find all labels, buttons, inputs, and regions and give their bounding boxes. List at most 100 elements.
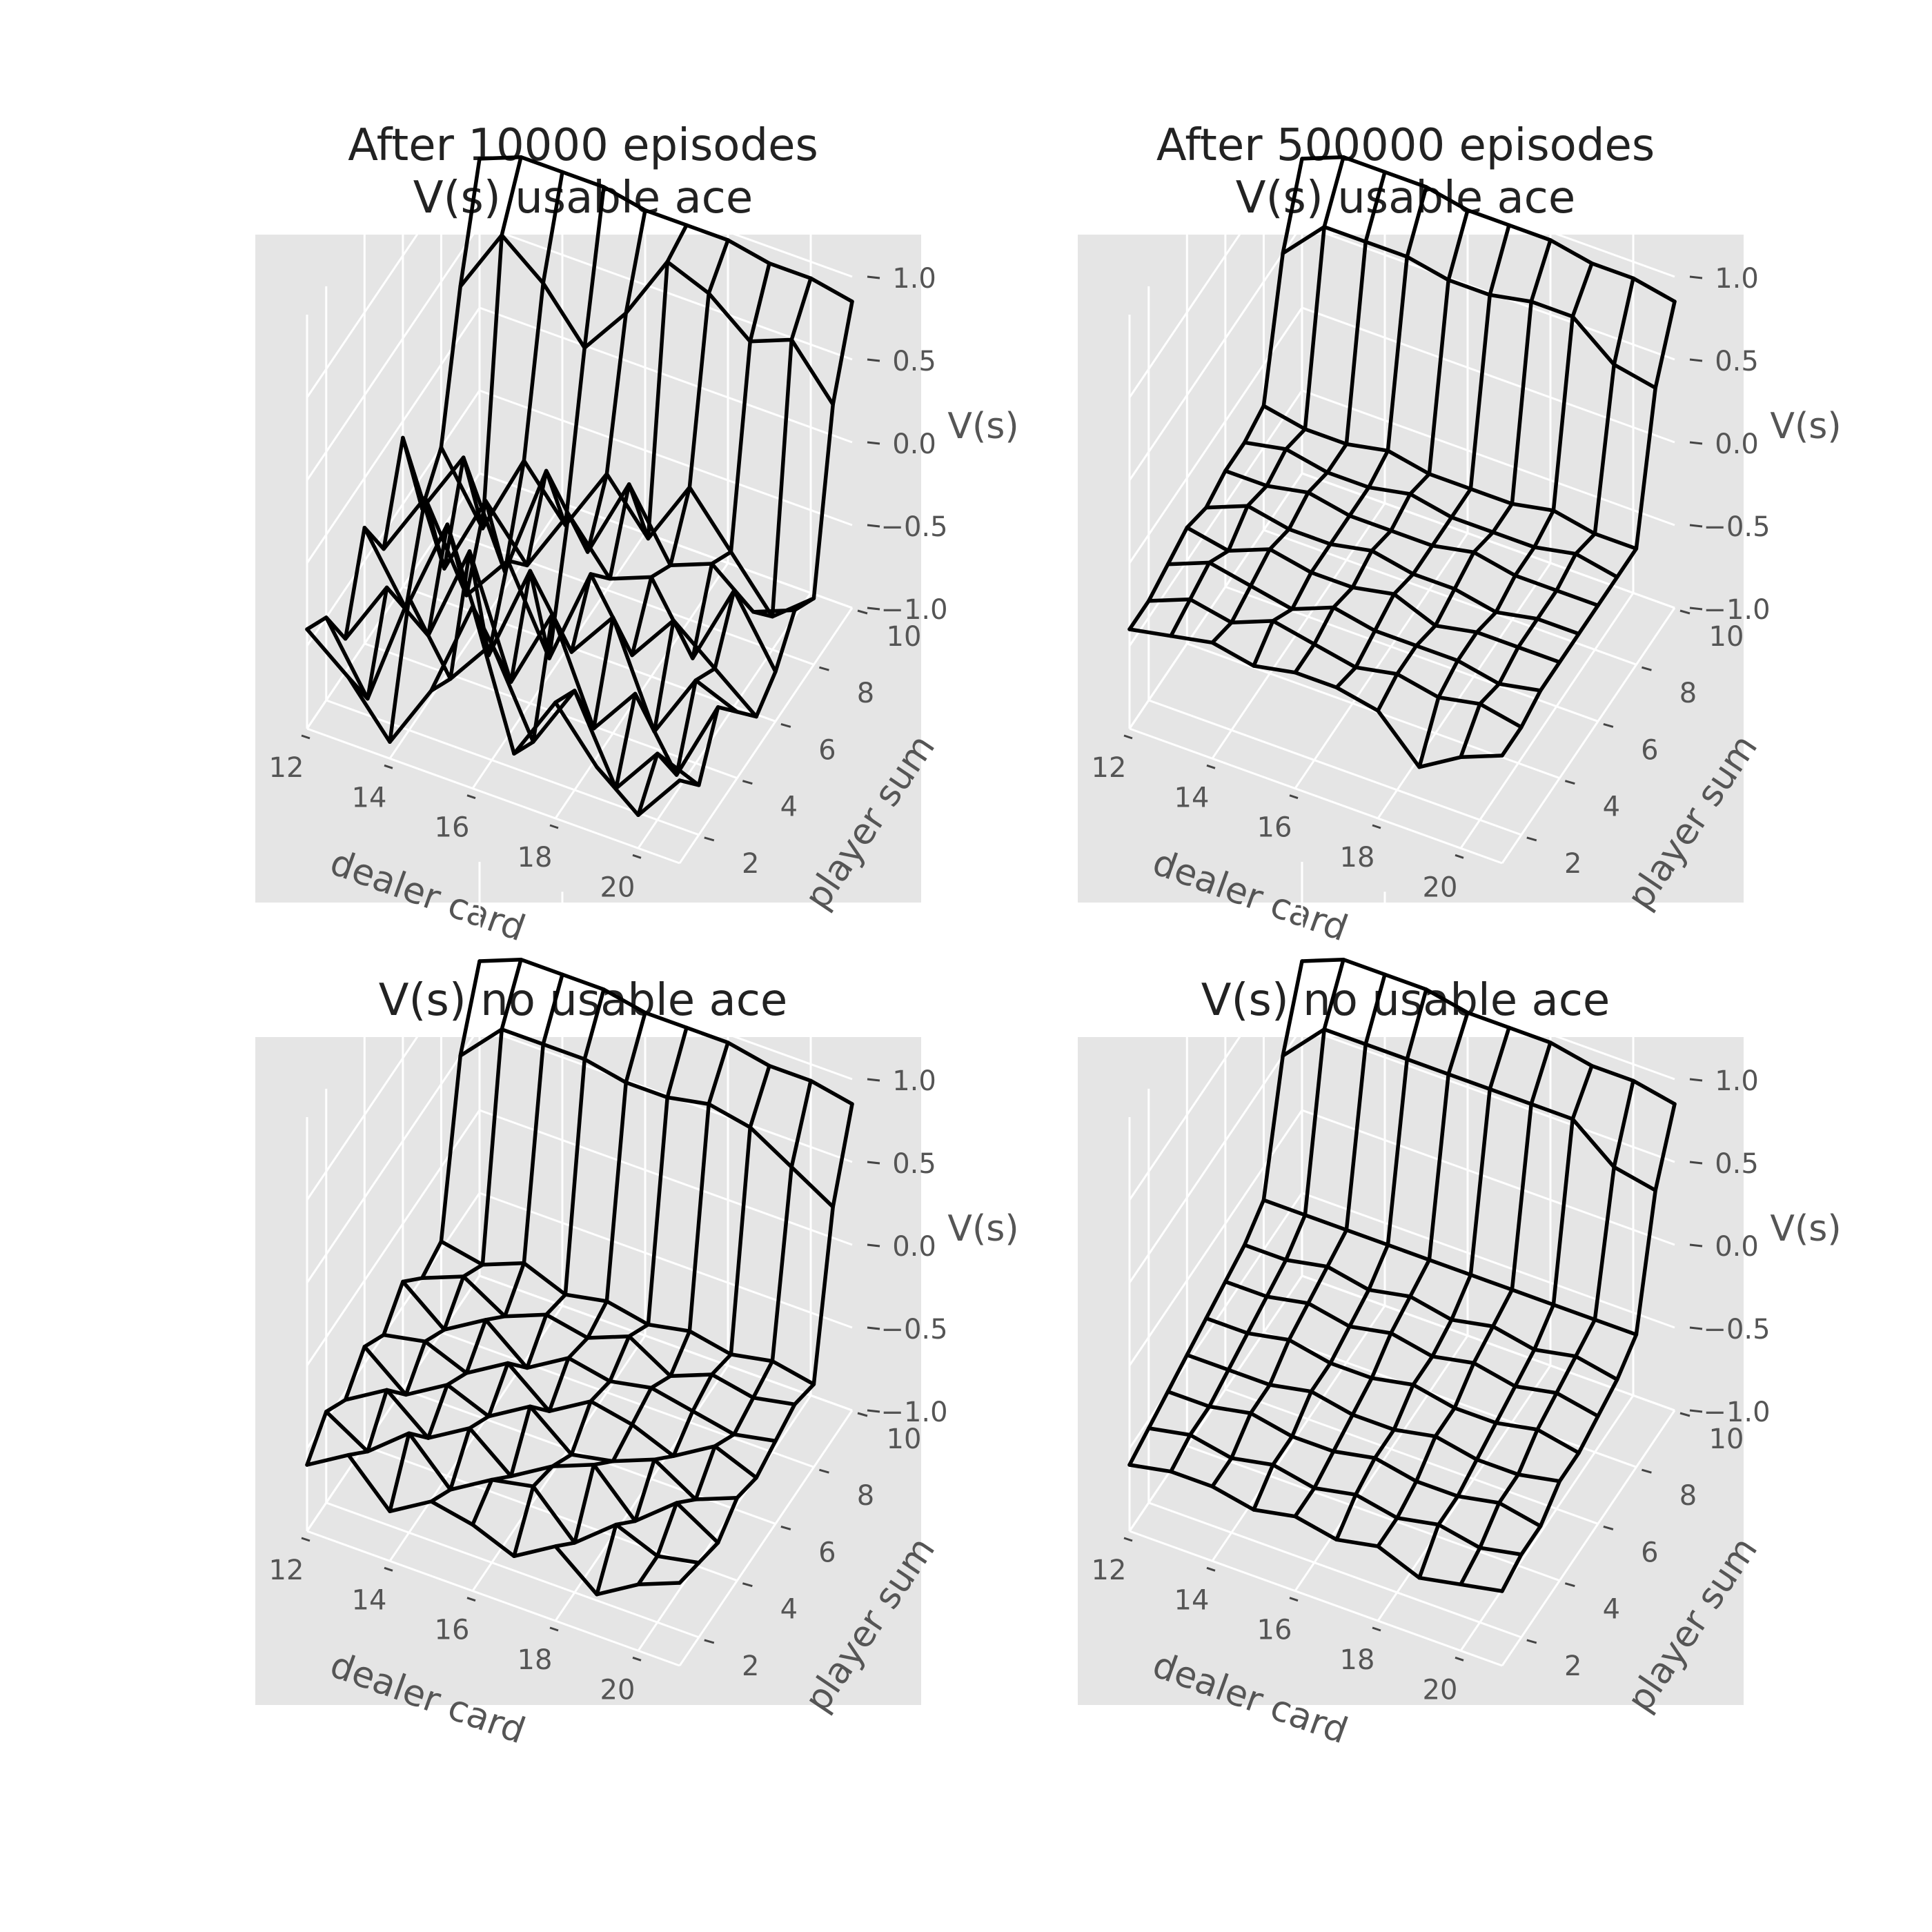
wall-grid-line (1301, 1109, 1675, 1246)
wire-row-player-sum-7 (1242, 1243, 1619, 1382)
wire-row-player-sum-3 (1165, 1390, 1543, 1528)
wire-row-player-sum-4 (362, 522, 740, 734)
wire-row-player-sum-1 (1127, 627, 1504, 769)
wall-grid-line (479, 306, 853, 444)
x-tick-label: 18 (1340, 1644, 1375, 1676)
wire-col-dealer-card-12 (1127, 157, 1304, 631)
y-tick-mark (780, 1526, 791, 1530)
wall-grid-line (1301, 306, 1675, 444)
y-tick-mark (819, 666, 829, 671)
wire-col-dealer-card-16 (471, 208, 647, 684)
floor-grid-line (1377, 1365, 1552, 1621)
x-tick-label: 16 (435, 812, 470, 844)
wire-row-player-sum-9 (1281, 225, 1657, 390)
floor-grid-line (1294, 532, 1469, 789)
x-tick-mark (549, 824, 559, 829)
x-tick-mark (1455, 1656, 1464, 1662)
y-tick-label: 4 (780, 791, 798, 823)
pane-edge (1501, 607, 1676, 864)
surface-panel-4: 1214161820246810−1.0−0.50.00.51.0dealer … (1078, 862, 1842, 1752)
wire-col-dealer-card-21 (1500, 299, 1677, 758)
x-tick-label: 20 (600, 871, 635, 903)
wire-col-dealer-card-14 (388, 170, 564, 745)
pane-edge (306, 1530, 680, 1667)
floor-grid-line (440, 1331, 814, 1468)
wire-row-player-sum-2 (324, 1410, 701, 1565)
z-tick-label: −1.0 (880, 594, 947, 626)
wall-grid-line (1128, 1027, 1303, 1283)
z-tick-label: −1.0 (880, 1397, 947, 1428)
pane-edge (1129, 727, 1503, 865)
y-tick-label: 8 (857, 1480, 874, 1512)
y-tick-label: 10 (887, 621, 922, 653)
wire-col-dealer-card-13 (346, 957, 523, 1457)
x-tick-mark (632, 854, 642, 859)
wire-row-player-sum-8 (439, 445, 816, 619)
z-axis-label: V(s) (1770, 1208, 1841, 1250)
pane-grid (306, 59, 854, 865)
subplot-title-line1: After 10000 episodes (348, 120, 818, 171)
z-tick-label: 0.5 (1715, 346, 1759, 377)
z-tick-label: −0.5 (880, 511, 947, 543)
wire-row-player-sum-9 (458, 1027, 835, 1209)
wall-grid-line (306, 473, 481, 729)
y-tick-mark (780, 723, 791, 728)
z-tick-label: 1.0 (1715, 263, 1759, 295)
pane-edge (479, 1274, 853, 1412)
z-tick-mark (1689, 1409, 1703, 1413)
floor-grid-line (471, 532, 647, 789)
y-tick-mark (1679, 609, 1690, 615)
x-tick-label: 20 (600, 1674, 635, 1706)
wire-col-dealer-card-19 (595, 1063, 771, 1597)
z-tick-label: 0.5 (892, 1148, 936, 1180)
wire-col-dealer-card-21 (678, 1102, 854, 1585)
wall-grid-line (479, 1192, 853, 1329)
wireframe (305, 957, 854, 1597)
wire-col-dealer-card-14 (388, 972, 564, 1514)
z-tick-mark (1689, 441, 1703, 445)
y-tick-label: 8 (1679, 678, 1697, 709)
y-tick-mark (1603, 723, 1614, 728)
wall-grid-line (1128, 473, 1303, 729)
y-tick-mark (704, 836, 715, 842)
wire-row-player-sum-6 (1223, 469, 1600, 608)
x-tick-mark (301, 734, 310, 740)
y-tick-mark (1679, 1412, 1690, 1417)
subplot-title-line1: After 500000 episodes (1156, 120, 1655, 171)
wireframe (305, 155, 854, 818)
wire-col-dealer-card-13 (1169, 957, 1346, 1474)
pane-edge (678, 1410, 854, 1666)
x-tick-mark (1372, 824, 1381, 829)
wire-col-dealer-card-15 (1252, 987, 1428, 1512)
x-tick-label: 18 (1340, 842, 1375, 874)
wall-grid-line (306, 141, 481, 398)
z-tick-mark (867, 358, 880, 362)
wire-col-dealer-card-17 (1334, 1025, 1511, 1542)
x-tick-label: 14 (1174, 1584, 1210, 1616)
wire-col-dealer-card-12 (305, 959, 482, 1467)
wall-grid-line (479, 1109, 853, 1246)
wall-grid-line (1301, 389, 1675, 526)
y-tick-label: 2 (742, 1650, 759, 1682)
wire-row-player-sum-7 (1242, 440, 1619, 580)
wire-row-player-sum-6 (401, 1279, 778, 1443)
wire-row-player-sum-7 (420, 1274, 797, 1407)
y-tick-mark (857, 609, 868, 615)
x-tick-mark (466, 794, 476, 800)
z-tick-mark (1689, 1078, 1703, 1082)
wire-row-player-sum-2 (1147, 1426, 1524, 1557)
wall-grid-line (1128, 944, 1303, 1201)
x-tick-label: 20 (1423, 1674, 1458, 1706)
wire-col-dealer-card-15 (429, 185, 606, 693)
z-tick-label: 0.0 (1715, 1231, 1759, 1263)
x-tick-label: 12 (269, 752, 304, 784)
x-tick-label: 14 (1174, 782, 1210, 814)
wire-col-dealer-card-15 (429, 987, 606, 1504)
z-tick-mark (867, 607, 880, 611)
wire-col-dealer-card-12 (305, 157, 482, 641)
wire-row-player-sum-10 (1300, 155, 1677, 304)
surface-panel-3: 1214161820246810−1.0−0.50.00.51.0dealer … (255, 862, 1019, 1752)
